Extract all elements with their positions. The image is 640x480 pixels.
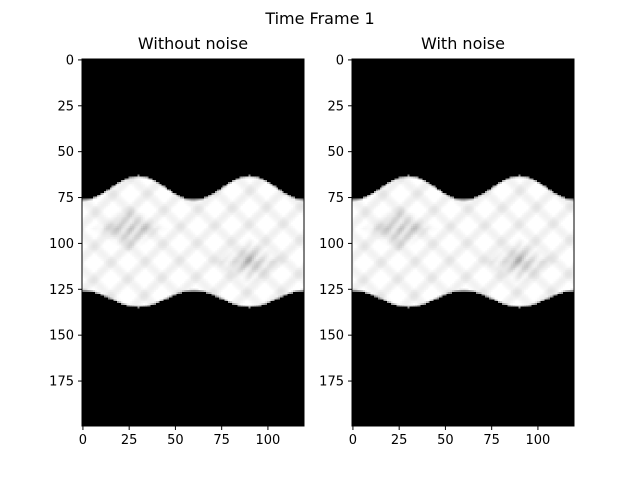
left-y-tick-label: 25 [57, 99, 74, 114]
right-x-tick-label: 50 [437, 433, 454, 448]
right-y-tick-label: 125 [319, 283, 344, 298]
left-heatmap-image [82, 59, 304, 426]
left-x-tick-label: 100 [256, 433, 281, 448]
left-x-tick-label: 50 [167, 433, 184, 448]
right-x-tick-label: 75 [483, 433, 500, 448]
left-x-tick-label: 0 [79, 433, 87, 448]
figure-suptitle: Time Frame 1 [264, 9, 374, 28]
right-panel-title: With noise [421, 34, 505, 53]
right-y-tick-label: 150 [319, 329, 344, 344]
left-axes: 0 25 50 75 100 0 25 50 75 100 125 150 175 [49, 53, 305, 448]
right-axes-frame [351, 58, 575, 427]
left-y-tick-label: 75 [57, 191, 74, 206]
right-heatmap-image [352, 59, 574, 426]
left-y-tick-label: 100 [49, 237, 74, 252]
left-y-tick-label: 125 [49, 283, 74, 298]
right-y-tick-label: 0 [336, 53, 344, 68]
left-panel-without-noise: Without noise 0 25 50 75 100 0 25 50 75 100 125 150… [49, 34, 305, 448]
right-x-tick-label: 0 [349, 433, 357, 448]
left-axes-frame [81, 58, 305, 427]
right-y-tick-label: 75 [327, 191, 344, 206]
left-x-tick-label: 25 [121, 433, 138, 448]
right-y-tick-label: 100 [319, 237, 344, 252]
left-y-tick-label: 50 [57, 145, 74, 160]
right-x-tick-label: 100 [526, 433, 551, 448]
right-y-tick-label: 175 [319, 375, 344, 390]
right-y-tick-label: 50 [327, 145, 344, 160]
left-panel-title: Without noise [138, 34, 248, 53]
left-y-tick-label: 150 [49, 329, 74, 344]
right-y-tick-label: 25 [327, 99, 344, 114]
right-panel-with-noise: With noise 0 25 50 75 100 0 25 50 75 100 125 150 175 [319, 34, 575, 448]
left-x-tick-label: 75 [213, 433, 230, 448]
left-y-tick-label: 175 [49, 375, 74, 390]
right-axes: 0 25 50 75 100 0 25 50 75 100 125 150 175 [319, 53, 575, 448]
left-y-tick-label: 0 [66, 53, 74, 68]
right-x-tick-label: 25 [391, 433, 408, 448]
